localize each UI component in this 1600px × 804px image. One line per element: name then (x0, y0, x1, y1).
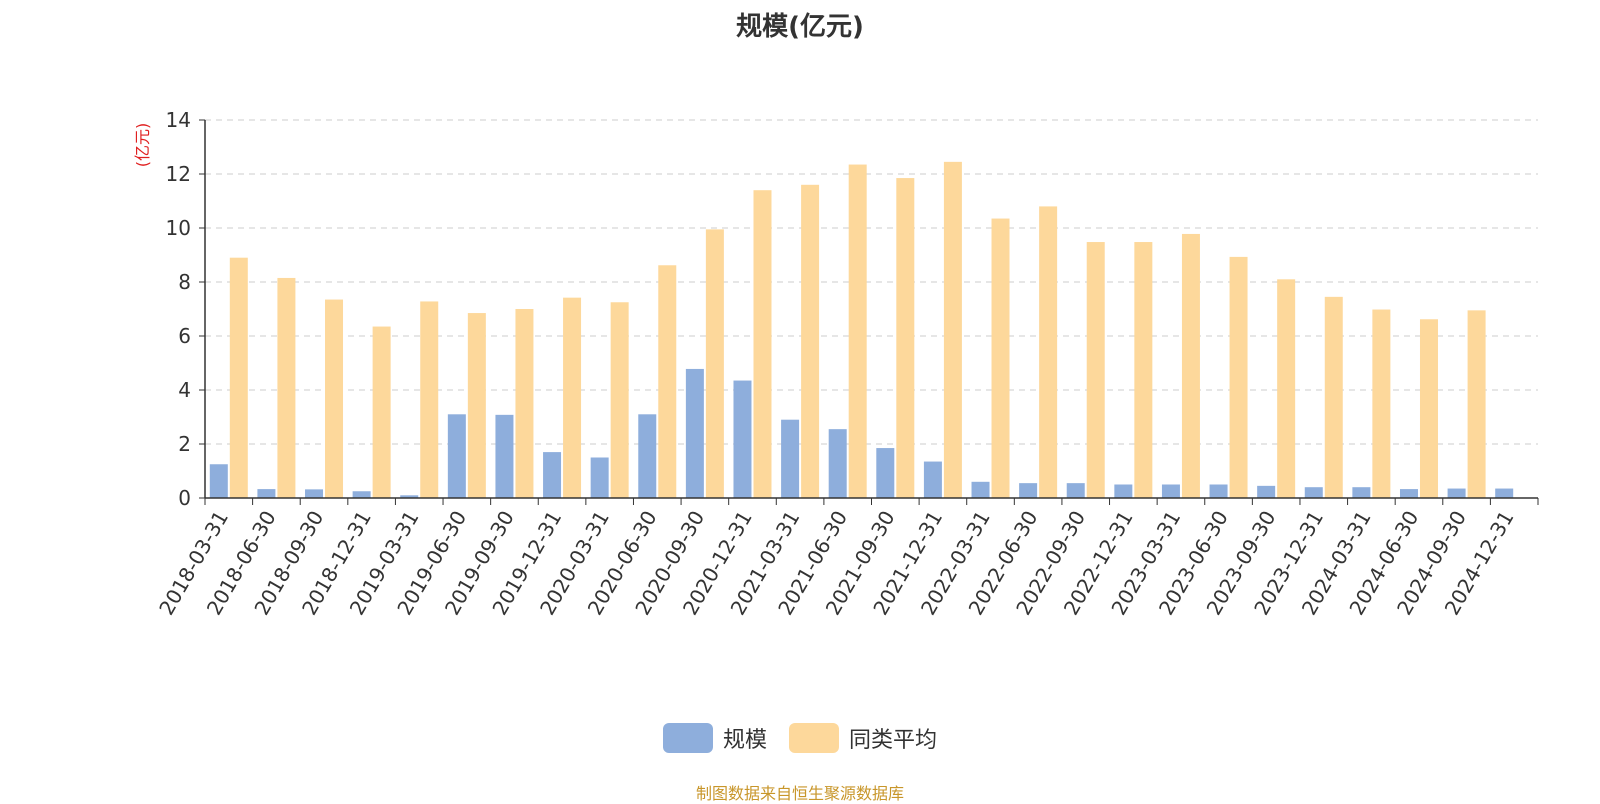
bar-peer-average[interactable] (229, 257, 248, 498)
bar-scale[interactable] (1066, 483, 1085, 498)
y-tick-label: 6 (178, 324, 191, 348)
legend: 规模 同类平均 (0, 722, 1600, 754)
bar-peer-average[interactable] (753, 190, 772, 498)
bar-peer-average[interactable] (705, 229, 724, 498)
bar-peer-average[interactable] (943, 161, 962, 498)
bar-peer-average[interactable] (515, 309, 534, 498)
bar-peer-average[interactable] (563, 297, 582, 498)
legend-label-scale: 规模 (722, 728, 767, 753)
bar-scale[interactable] (543, 452, 562, 498)
y-axis-label: (亿元) (133, 123, 152, 168)
bar-scale[interactable] (1495, 488, 1514, 498)
bar-peer-average[interactable] (277, 277, 296, 498)
bar-scale[interactable] (257, 489, 276, 498)
bar-scale[interactable] (305, 489, 324, 498)
bar-peer-average[interactable] (1134, 242, 1153, 498)
y-tick-label: 12 (166, 162, 191, 186)
bar-scale[interactable] (781, 419, 800, 498)
bar-scale[interactable] (1304, 487, 1323, 498)
y-tick-label: 10 (166, 216, 191, 240)
bar-scale[interactable] (1399, 489, 1418, 498)
legend-item-scale[interactable]: 规模 (662, 722, 767, 754)
y-tick-label: 8 (178, 270, 191, 294)
bar-scale[interactable] (828, 429, 847, 498)
bar-scale[interactable] (638, 414, 657, 498)
bar-peer-average[interactable] (1277, 279, 1296, 498)
bar-peer-average[interactable] (801, 184, 820, 499)
bar-peer-average[interactable] (1181, 233, 1200, 498)
bar-scale[interactable] (971, 481, 990, 498)
bar-peer-average[interactable] (848, 164, 867, 499)
bar-scale[interactable] (1114, 484, 1133, 499)
bar-scale[interactable] (352, 491, 371, 498)
bar-scale[interactable] (495, 414, 514, 498)
bar-scale[interactable] (685, 368, 704, 498)
bar-scale[interactable] (733, 380, 752, 498)
y-tick-label: 4 (178, 378, 191, 402)
legend-label-peer-average: 同类平均 (849, 728, 938, 753)
data-source-note: 制图数据来自恒生聚源数据库 (695, 784, 904, 803)
bar-peer-average[interactable] (1229, 256, 1248, 498)
bar-peer-average[interactable] (1324, 296, 1343, 498)
bar-scale[interactable] (590, 457, 609, 499)
bar-peer-average[interactable] (372, 326, 391, 498)
bar-peer-average[interactable] (1039, 206, 1058, 498)
bar-scale[interactable] (1019, 483, 1038, 498)
legend-swatch-peer-average (789, 723, 839, 753)
bar-scale[interactable] (1209, 484, 1228, 499)
y-tick-label: 14 (166, 108, 191, 132)
bar-scale[interactable] (1161, 484, 1180, 499)
bar-peer-average[interactable] (1419, 319, 1438, 498)
bar-peer-average[interactable] (420, 301, 439, 498)
bar-scale[interactable] (876, 448, 895, 498)
bar-peer-average[interactable] (467, 313, 486, 498)
bar-scale[interactable] (1447, 488, 1466, 498)
bar-scale[interactable] (1352, 487, 1371, 498)
chart-title: 规模(亿元) (736, 12, 864, 42)
bar-peer-average[interactable] (610, 302, 629, 498)
bar-scale[interactable] (209, 464, 228, 498)
bar-scale[interactable] (447, 414, 466, 498)
bar-peer-average[interactable] (991, 218, 1010, 499)
bar-peer-average[interactable] (1467, 310, 1486, 498)
y-tick-label: 0 (178, 486, 191, 510)
bar-peer-average[interactable] (658, 265, 677, 498)
bar-scale[interactable] (1257, 485, 1276, 498)
bar-scale[interactable] (400, 495, 419, 498)
bar-peer-average[interactable] (1372, 309, 1391, 498)
bar-peer-average[interactable] (896, 178, 915, 499)
y-tick-label: 2 (178, 432, 191, 456)
legend-item-peer-average[interactable]: 同类平均 (789, 722, 937, 754)
bar-peer-average[interactable] (1086, 242, 1105, 498)
bars (209, 161, 1514, 499)
legend-swatch-scale (662, 723, 713, 753)
bar-peer-average[interactable] (325, 299, 344, 498)
bar-scale[interactable] (923, 461, 942, 498)
